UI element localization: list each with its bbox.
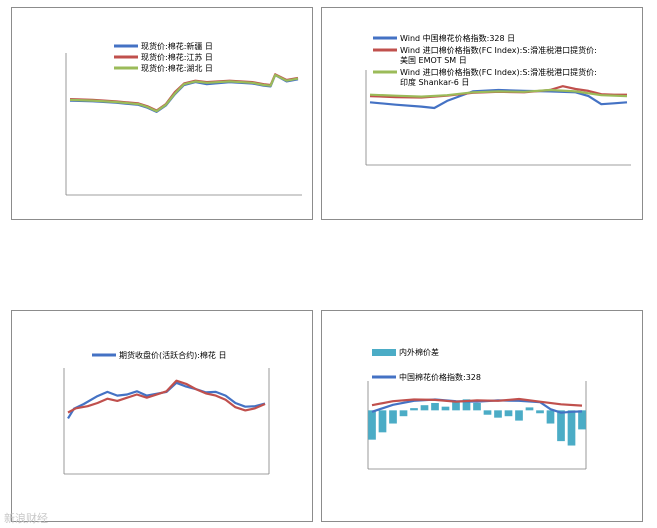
bar-mark: [504, 410, 513, 417]
bar-mark: [483, 410, 492, 415]
watermark: 新浪财经: [4, 512, 48, 525]
legend-label: Wind 进口棉价格指数(FC Index):S:滑准税港口提货价:美国 EMO…: [400, 45, 597, 65]
legend-label: 内外棉价差: [399, 347, 439, 357]
legend-label-line: 美国 EMOT SM 日: [400, 55, 467, 65]
bar-mark: [431, 403, 439, 411]
bar-mark: [557, 410, 565, 442]
legend-label: Wind 进口棉价格指数(FC Index):S:滑准税港口提货价:印度 Sha…: [400, 67, 597, 87]
bar-mark: [462, 399, 471, 411]
legend-label: 中国棉花价格指数:328: [399, 372, 481, 382]
chart-panel-price-indices: [321, 7, 643, 220]
chart-panel-spot-prices: [11, 7, 313, 220]
bar-mark: [452, 400, 460, 411]
legend-swatch: [372, 349, 396, 356]
series-line: [369, 88, 628, 98]
bar-mark: [525, 407, 534, 411]
legend-label: 现货价:棉花:江苏 日: [141, 52, 213, 62]
bar-mark: [567, 410, 576, 446]
series-line: [69, 73, 299, 114]
legend-label: 现货价:棉花:湖北 日: [141, 63, 213, 73]
bar-mark: [494, 410, 502, 418]
bar-mark: [473, 403, 481, 411]
series-line: [369, 88, 628, 110]
legend-label: Wind 中国棉花价格指数:328 日: [400, 33, 515, 43]
bar-mark: [546, 410, 555, 424]
bar-mark: [441, 406, 450, 411]
bar-mark: [536, 410, 544, 414]
chart-c3: 期货收盘价(活跃合约):棉花 日: [63, 350, 270, 475]
series-line: [69, 73, 299, 112]
bar-mark: [399, 410, 408, 417]
series-line: [371, 397, 583, 407]
series-line: [67, 381, 266, 419]
legend-label-line: 印度 Shankar-6 日: [400, 77, 469, 87]
legend-label-line: Wind 进口棉价格指数(FC Index):S:滑准税港口提货价:: [400, 67, 597, 77]
series-line: [67, 379, 266, 414]
series-line: [69, 73, 299, 113]
legend-label: 期货收盘价(活跃合约):棉花 日: [119, 350, 226, 360]
chart-c2: Wind 中国棉花价格指数:328 日 Wind 进口棉价格指数(FC Index…: [365, 33, 631, 166]
legend-label-line: Wind 进口棉价格指数(FC Index):S:滑准税港口提货价:: [400, 45, 597, 55]
bar-mark: [420, 405, 429, 411]
bar-mark: [578, 410, 586, 430]
chart-panel-futures: [11, 310, 313, 522]
legend-label: 现货价:棉花:新疆 日: [141, 41, 213, 51]
bar-mark: [515, 410, 523, 421]
bar-mark: [389, 410, 397, 424]
bar-mark: [368, 410, 376, 440]
bar-mark: [378, 410, 387, 433]
bar-mark: [410, 408, 418, 411]
